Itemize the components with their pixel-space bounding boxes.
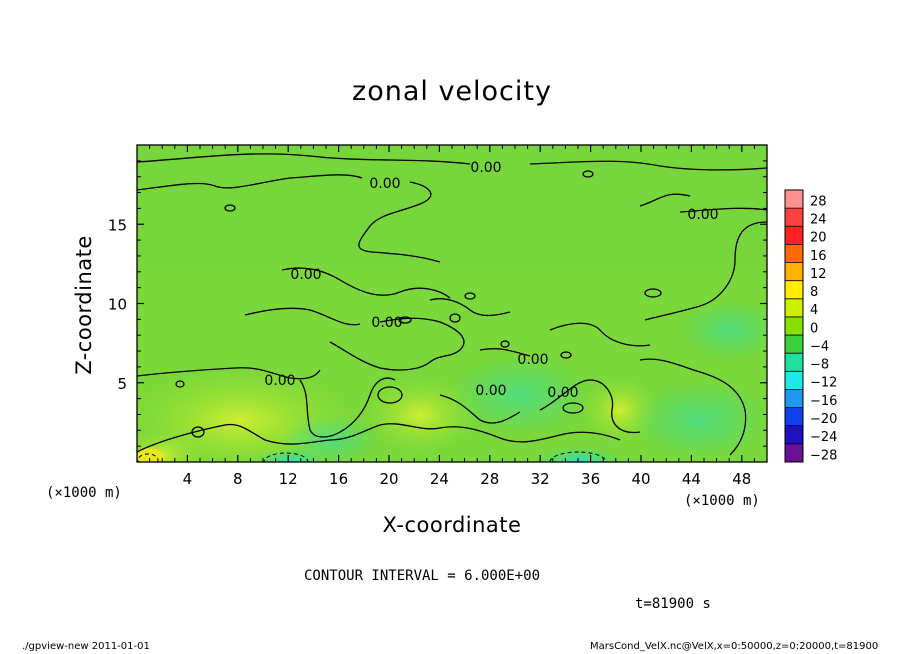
colorbar-swatch [785,389,803,409]
contour-label: 0.00 [517,352,548,368]
colorbar-swatch [785,208,803,227]
x-tick-label: 40 [631,470,650,488]
x-tick-label: 28 [480,470,499,488]
colorbar-label: 16 [810,249,827,264]
x-tick-label: 48 [732,470,751,488]
x-tick-label: 32 [531,470,550,488]
colorbar-label: −4 [810,339,829,354]
colorbar-swatch [785,371,803,390]
colorbar-label: 8 [810,285,818,300]
colorbar-swatch [785,353,803,372]
x-tick-label: 8 [233,470,243,488]
contour-label: 0.00 [687,207,718,223]
x-tick-label: 36 [581,470,600,488]
y-tick-label: 15 [108,216,127,234]
chart-title: zonal velocity [352,76,552,107]
colorbar-label: 28 [810,194,827,209]
colorbar-swatch [785,443,803,463]
colorbar-swatch [785,262,803,282]
x-axis-label: X-coordinate [382,513,522,537]
colorbar-label: −12 [810,376,837,391]
colorbar-swatch [785,226,803,245]
contour-label: 0.00 [264,373,295,389]
colorbar-swatch [785,280,803,300]
x-tick-label: 12 [279,470,298,488]
colorbar-label: −24 [810,430,837,445]
footer-left-text: ./gpview-new 2011-01-01 [22,641,150,652]
colorbar-swatch [785,298,803,318]
contour-interval-text: CONTOUR INTERVAL = 6.000E+00 [304,568,541,584]
contour-label: 0.00 [371,315,402,331]
contour-label: 0.00 [470,160,501,176]
x-tick-label: 20 [379,470,398,488]
y-axis-label: Z-coordinate [72,235,96,375]
colorbar-swatch [785,335,803,354]
x-tick-label: 16 [329,470,348,488]
colorbar-label: 12 [810,267,827,282]
colorbar-label: 0 [810,321,818,336]
contour-label: 0.00 [547,385,578,401]
x-tick-label: 24 [430,470,449,488]
x-axis-unit: (×1000 m) [684,493,760,509]
colorbar-label: −8 [810,358,829,373]
colorbar-swatch [785,244,803,264]
y-tick-label: 5 [117,375,127,393]
x-tick-label: 44 [682,470,701,488]
colorbar-swatch [785,407,803,427]
colorbar-label: 20 [810,231,827,246]
colorbar-swatch [785,190,803,209]
colorbar-label: −28 [810,448,837,463]
colorbar-label: 4 [810,303,818,318]
heatmap-field [137,145,767,462]
colorbar-label: −16 [810,394,837,409]
contour-label: 0.00 [369,176,400,192]
footer-right-text: MarsCond_VelX.nc@VelX,x=0:50000,z=0:2000… [590,641,879,652]
colorbar-label: −20 [810,412,837,427]
time-text: t=81900 s [635,596,711,612]
y-axis-unit: (×1000 m) [46,485,122,501]
colorbar: 28 24 20 16 12 8 4 0 −4 −8 −12 −16 −20 −24 −28 [784,189,837,463]
contour-label: 0.00 [475,383,506,399]
colorbar-swatch [785,425,803,445]
colorbar-swatch [785,316,803,336]
contour-label: 0.00 [290,267,321,283]
x-tick-label: 4 [183,470,193,488]
y-tick-label: 10 [108,296,127,314]
colorbar-label: 24 [810,213,827,228]
